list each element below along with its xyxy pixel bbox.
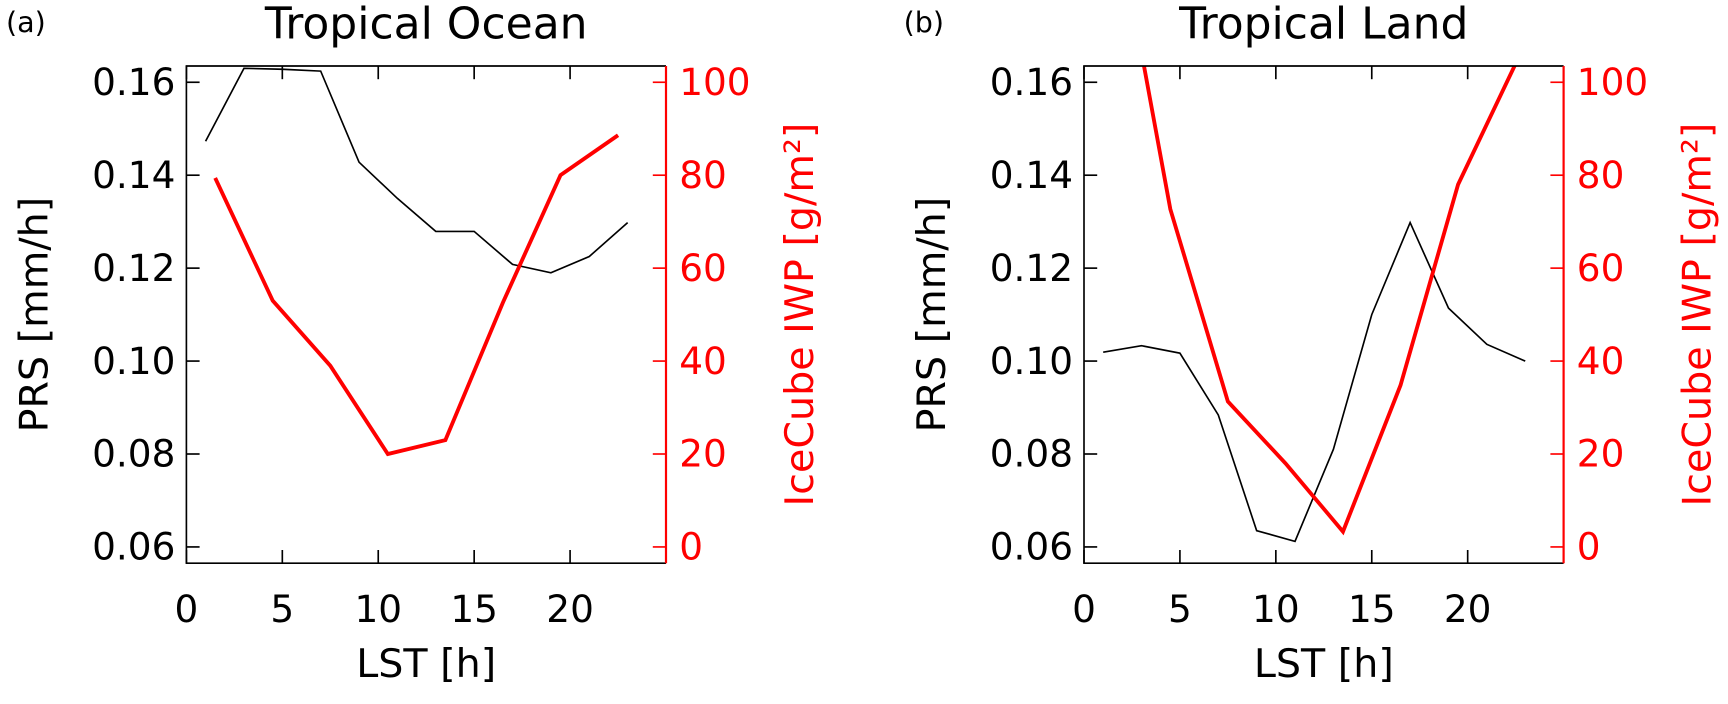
y-tick-label: 0.14	[92, 153, 175, 197]
y2-tick-label: 60	[1577, 246, 1625, 290]
chart-title: Tropical Land	[1178, 0, 1468, 49]
x-tick-label: 10	[1252, 587, 1300, 631]
y2-tick-label: 40	[1577, 339, 1625, 383]
chart-title: Tropical Ocean	[264, 0, 588, 49]
plot-area	[204, 67, 629, 457]
x-tick-label: 15	[450, 587, 498, 631]
x-tick-label: 5	[1168, 587, 1192, 631]
y2-tick-label: 60	[679, 246, 727, 290]
data-line	[1142, 66, 1517, 536]
y-tick-label: 0.12	[92, 246, 175, 290]
x-tick-label: 0	[1072, 587, 1096, 631]
y-tick-label: 0.16	[92, 60, 175, 104]
y2-tick-label: 100	[679, 60, 750, 104]
panel-label: (a)	[6, 5, 46, 39]
y-tick-label: 0.10	[92, 339, 175, 383]
x-tick-label: 20	[546, 587, 594, 631]
y-tick-label: 0.06	[990, 525, 1073, 569]
x-tick-label: 15	[1348, 587, 1396, 631]
y-axis-label: PRS [mm/h]	[11, 197, 57, 433]
y-axis-label: PRS [mm/h]	[909, 197, 955, 433]
y2-tick-label: 80	[1577, 153, 1625, 197]
y-tick-label: 0.08	[92, 432, 175, 476]
axis-frame	[185, 65, 667, 565]
y2-tick-label: 20	[679, 432, 727, 476]
panel-label: (b)	[904, 5, 944, 39]
y2-tick-label: 40	[679, 339, 727, 383]
y2-axis-label: IceCube IWP [g/m²]	[777, 123, 823, 507]
data-line	[204, 67, 629, 274]
x-tick-label: 10	[354, 587, 402, 631]
y2-tick-label: 80	[679, 153, 727, 197]
y-tick-label: 0.16	[990, 60, 1073, 104]
x-axis-label: LST [h]	[356, 641, 496, 687]
x-tick-label: 5	[270, 587, 294, 631]
y2-tick-label: 20	[1577, 432, 1625, 476]
data-line	[213, 133, 620, 457]
y2-tick-label: 100	[1577, 60, 1648, 104]
y-tick-label: 0.14	[990, 153, 1073, 197]
y2-axis-label: IceCube IWP [g/m²]	[1675, 123, 1721, 507]
x-axis-label: LST [h]	[1254, 641, 1394, 687]
x-tick-label: 0	[175, 587, 199, 631]
y-tick-label: 0.06	[92, 525, 175, 569]
y-tick-label: 0.12	[990, 246, 1073, 290]
y2-tick-label: 0	[1577, 525, 1601, 569]
y-tick-label: 0.10	[990, 339, 1073, 383]
x-tick-label: 20	[1444, 587, 1492, 631]
axis-frame	[1083, 65, 1564, 565]
y2-tick-label: 0	[679, 525, 703, 569]
plot-area	[1103, 66, 1526, 543]
y-tick-label: 0.08	[990, 432, 1073, 476]
data-line	[1103, 220, 1526, 543]
